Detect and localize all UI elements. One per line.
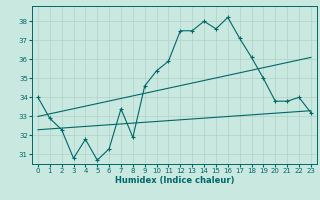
X-axis label: Humidex (Indice chaleur): Humidex (Indice chaleur) [115, 176, 234, 185]
